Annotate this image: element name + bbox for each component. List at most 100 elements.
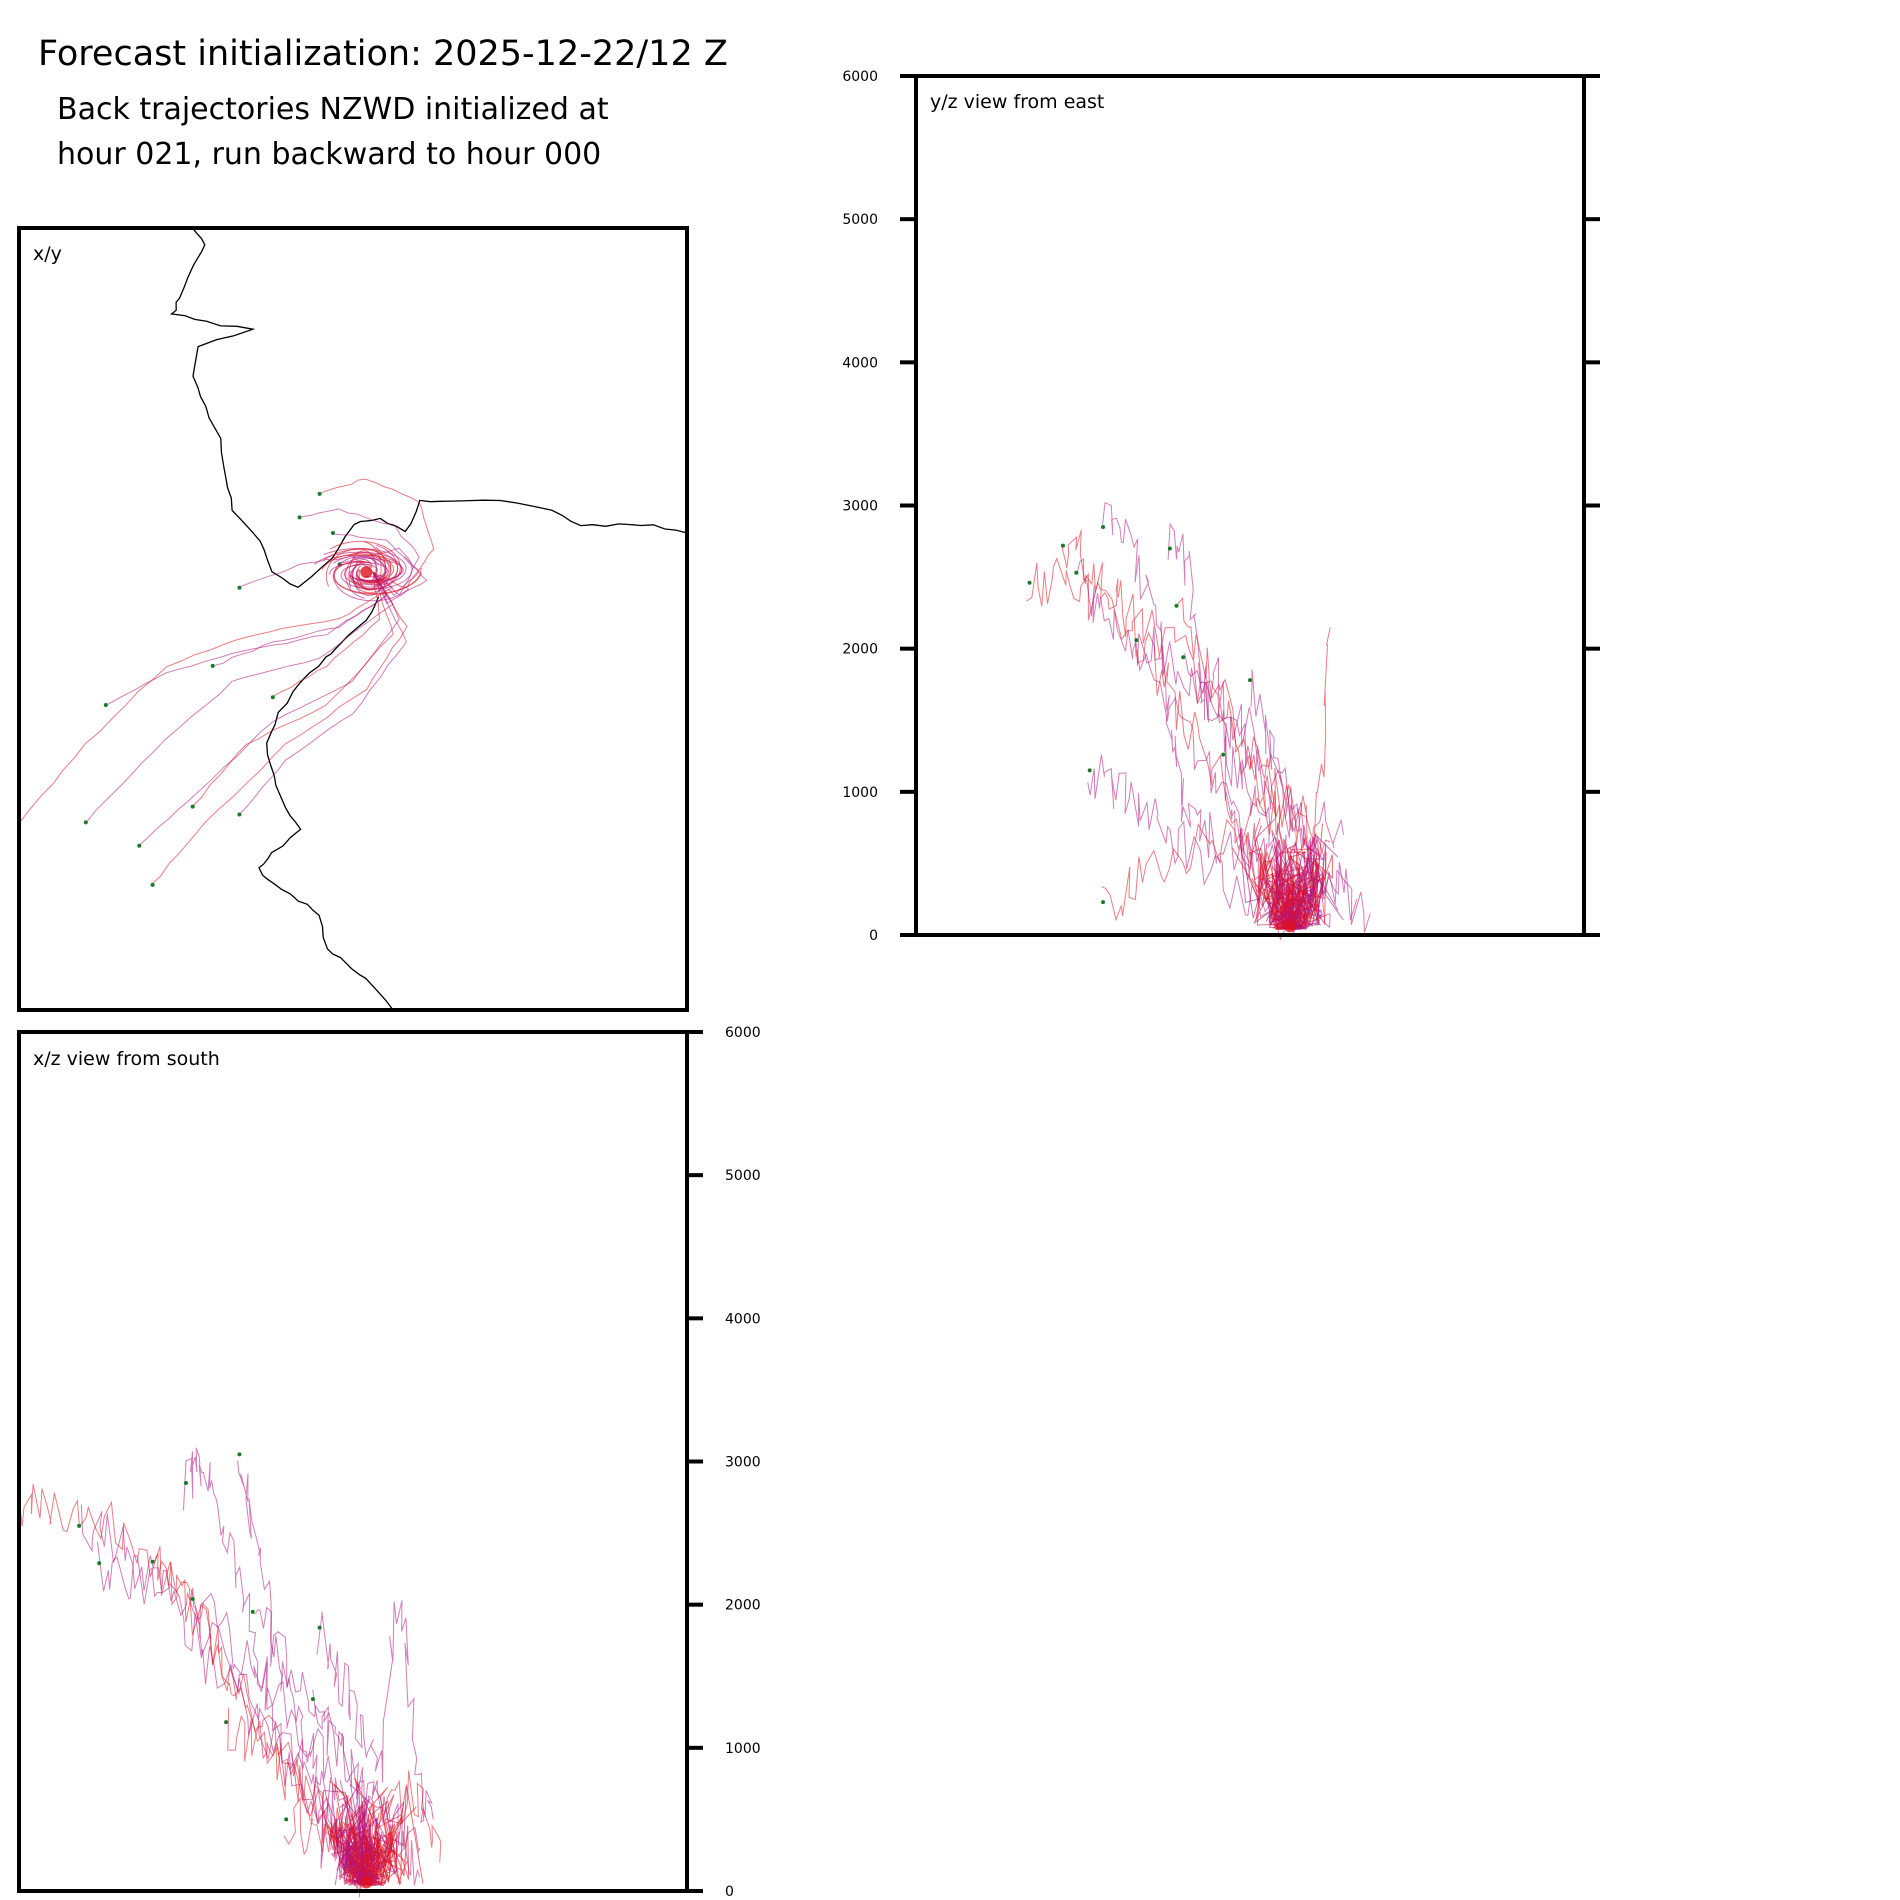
xz-trajectory-12-start bbox=[310, 1697, 315, 1702]
xy-panel-label: x/y bbox=[33, 243, 62, 265]
xz-trajectory-4-start bbox=[150, 1559, 155, 1564]
xy-trajectory-11-start bbox=[237, 585, 242, 590]
xy-source-loop bbox=[340, 556, 413, 590]
yz-trajectory-5 bbox=[1167, 522, 1284, 921]
xz-trajectory-2-start bbox=[77, 1523, 82, 1528]
yz-trajectories bbox=[1026, 501, 1371, 941]
xz-trajectory-10-start bbox=[284, 1817, 289, 1822]
xy-panel: x/y bbox=[17, 226, 689, 1012]
xz-tick-label: 5000 bbox=[725, 1168, 761, 1184]
xy-panel-background bbox=[19, 228, 687, 1010]
xz-panel: x/z view from south 0 1000 2000 3000 4000 500… bbox=[17, 1025, 761, 1900]
xz-trajectory-8 bbox=[254, 1606, 421, 1854]
xy-source-loop bbox=[329, 561, 389, 578]
figure-subtitle-line2: hour 021, run backward to hour 000 bbox=[57, 137, 601, 172]
xy-trajectory-7 bbox=[192, 571, 394, 807]
xy-trajectory-10 bbox=[318, 478, 435, 589]
xy-source-loop bbox=[325, 547, 390, 587]
xy-trajectory-7-start bbox=[190, 804, 195, 809]
yz-trajectory-7-start bbox=[1174, 603, 1179, 608]
xy-trajectory-12-start bbox=[330, 530, 335, 535]
yz-panel: y/z view from east 0 1000 2000 3000 4000 5000… bbox=[842, 69, 1600, 944]
yz-trajectory-7 bbox=[1175, 597, 1331, 853]
yz-y-axis: 0 1000 2000 3000 4000 5000 6000 bbox=[842, 69, 1600, 944]
xz-trajectory-5 bbox=[183, 1447, 367, 1883]
xy-trajectory-3 bbox=[139, 571, 400, 846]
xz-trajectory-5-start bbox=[184, 1480, 188, 1485]
yz-tick-label: 5000 bbox=[842, 212, 878, 228]
yz-trajectory-6-start bbox=[1087, 768, 1092, 773]
coastline-lower bbox=[258, 596, 394, 1011]
yz-tick-label: 0 bbox=[869, 928, 878, 944]
xz-source-point bbox=[360, 1876, 373, 1889]
xy-trajectory-3-start bbox=[137, 843, 142, 848]
yz-trajectory-10 bbox=[1101, 784, 1331, 922]
yz-tick-label: 6000 bbox=[842, 69, 878, 85]
xy-trajectory-4 bbox=[151, 571, 408, 885]
xz-tick-label: 0 bbox=[725, 1884, 734, 1900]
yz-trajectory-4-start bbox=[1060, 543, 1065, 548]
yz-near-ground-trajectory bbox=[1278, 844, 1319, 930]
xz-tick-label: 1000 bbox=[725, 1741, 761, 1757]
xz-trajectory-3-start bbox=[97, 1561, 102, 1566]
xy-trajectory-1 bbox=[19, 571, 394, 824]
xz-near-ground-trajectory bbox=[329, 1807, 373, 1886]
xz-panel-label: x/z view from south bbox=[33, 1048, 220, 1070]
yz-trajectory-2-start bbox=[1074, 570, 1079, 575]
yz-trajectory-12-start bbox=[1248, 678, 1252, 683]
xy-trajectory-2-start bbox=[83, 820, 88, 825]
yz-panel-background bbox=[916, 76, 1584, 935]
xz-trajectory-9 bbox=[316, 1600, 434, 1824]
xz-trajectories bbox=[17, 1447, 442, 1898]
yz-tick-label: 1000 bbox=[842, 785, 878, 801]
xy-trajectory-8 bbox=[239, 571, 407, 815]
yz-tick-label: 4000 bbox=[842, 355, 878, 371]
xy-trajectory-13-start bbox=[270, 695, 275, 700]
xz-y-axis: 0 1000 2000 3000 4000 5000 6000 bbox=[687, 1025, 761, 1900]
xz-panel-background bbox=[19, 1032, 687, 1891]
xy-source-loop bbox=[345, 555, 378, 599]
xy-source-loop bbox=[348, 557, 404, 581]
yz-tick-label: 3000 bbox=[842, 499, 878, 515]
yz-trajectory-1-start bbox=[1027, 580, 1032, 585]
xy-trajectory-8-start bbox=[237, 812, 242, 817]
xz-near-ground-trajectory bbox=[330, 1784, 372, 1886]
xy-trajectory-9-start bbox=[297, 515, 302, 520]
xy-source-loop bbox=[352, 558, 382, 596]
xy-trajectory-5-start bbox=[103, 703, 108, 708]
yz-tick-label: 2000 bbox=[842, 642, 878, 658]
figure-title: Forecast initialization: 2025-12-22/12 Z bbox=[38, 34, 728, 74]
xz-trajectory-7-start bbox=[224, 1720, 229, 1725]
yz-trajectory-3 bbox=[1102, 501, 1291, 927]
xz-near-ground-trajectory bbox=[364, 1784, 424, 1886]
xz-trajectory-6-start bbox=[237, 1452, 242, 1457]
xz-near-ground-trajectory bbox=[358, 1825, 410, 1886]
yz-trajectory-12 bbox=[1250, 669, 1371, 933]
xy-panel-frame bbox=[17, 226, 689, 1012]
figure-subtitle-line1: Back trajectories NZWD initialized at bbox=[57, 92, 609, 127]
xz-trajectory-11-start bbox=[190, 1596, 195, 1601]
xy-source-loop bbox=[323, 548, 399, 585]
yz-trajectory-8-start bbox=[1134, 638, 1139, 643]
xy-source-point bbox=[360, 566, 373, 579]
xy-trajectories bbox=[17, 478, 435, 887]
xz-trajectory-8-start bbox=[250, 1609, 255, 1614]
xz-trajectory-1 bbox=[17, 1484, 367, 1886]
yz-trajectory-11-start bbox=[1221, 752, 1226, 757]
yz-trajectory-9-start bbox=[1181, 655, 1186, 660]
yz-trajectory-6 bbox=[1087, 754, 1297, 941]
yz-panel-label: y/z view from east bbox=[930, 91, 1104, 113]
xy-trajectory-6-start bbox=[210, 663, 215, 668]
xy-source-loop bbox=[343, 563, 378, 586]
xy-source-loop bbox=[355, 546, 387, 591]
xy-trajectory-10-start bbox=[317, 491, 322, 496]
yz-near-ground-trajectory bbox=[1251, 817, 1287, 930]
yz-trajectory-1 bbox=[1026, 557, 1298, 921]
xz-trajectory-9-start bbox=[317, 1625, 322, 1630]
xy-trajectory-4-start bbox=[150, 882, 155, 887]
xy-trajectory-6 bbox=[211, 571, 388, 667]
yz-trajectory-10-start bbox=[1101, 900, 1106, 905]
xy-source-loop bbox=[351, 563, 388, 588]
coastline-main bbox=[169, 227, 688, 589]
